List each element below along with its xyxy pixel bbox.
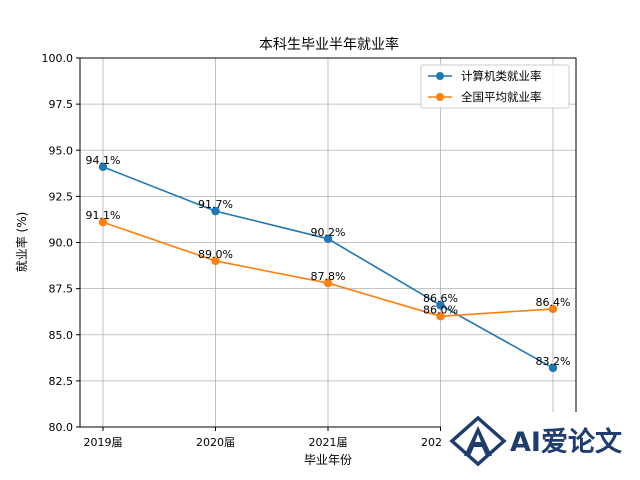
data-label: 83.2% xyxy=(536,355,571,368)
data-label: 90.2% xyxy=(311,226,346,239)
data-point xyxy=(548,304,558,314)
y-tick-label: 90.0 xyxy=(49,237,74,250)
data-label: 86.4% xyxy=(536,296,571,309)
data-point xyxy=(98,162,108,172)
data-label: 87.8% xyxy=(311,270,346,283)
watermark-text: AI爱论文 xyxy=(510,426,623,458)
data-point xyxy=(211,206,220,216)
data-label: 91.7% xyxy=(198,198,233,211)
data-label: 91.1% xyxy=(86,209,121,222)
x-axis-title: 毕业年份 xyxy=(304,453,352,467)
y-tick-label: 100.0 xyxy=(42,52,74,65)
x-tick-label: 2020届 xyxy=(196,436,235,449)
legend-label-computer: 计算机类就业率 xyxy=(461,69,542,83)
data-point xyxy=(436,301,445,310)
chart-title: 本科生毕业半年就业率 xyxy=(259,36,399,53)
y-tick-label: 82.5 xyxy=(49,375,74,388)
data-point xyxy=(211,256,220,266)
y-tick-label: 85.0 xyxy=(49,329,74,342)
legend-label-national: 全国平均就业率 xyxy=(461,90,542,104)
watermark-logo-icon xyxy=(449,415,507,467)
data-label: 86.0% xyxy=(423,303,458,316)
y-tick-label: 80.0 xyxy=(49,421,74,434)
x-tick-label: 2021届 xyxy=(309,436,348,449)
y-tick-label: 87.5 xyxy=(49,283,74,296)
legend-marker-national xyxy=(436,93,444,101)
legend-marker-computer xyxy=(436,72,444,80)
y-axis-title: 就业率 (%) xyxy=(14,212,29,273)
x-tick-label: 2019届 xyxy=(84,436,123,449)
legend: 计算机类就业率 全国平均就业率 xyxy=(420,64,570,109)
legend-box xyxy=(420,64,570,109)
y-tick-label: 95.0 xyxy=(49,144,74,157)
data-point xyxy=(98,218,108,227)
data-point xyxy=(323,278,333,288)
y-tick-label: 92.5 xyxy=(49,190,74,203)
data-labels: 94.1% 91.7% 90.2% 86.6% 83.2% 91.1% 89.0% 87.8%… xyxy=(86,154,571,368)
data-label: 89.0% xyxy=(198,248,233,261)
data-label: 94.1% xyxy=(86,154,121,167)
data-point xyxy=(323,234,333,244)
data-label: 86.6% xyxy=(423,292,458,305)
y-tick-label: 97.5 xyxy=(49,98,74,111)
data-point xyxy=(436,312,445,321)
series-layer xyxy=(98,162,558,373)
watermark: AI爱论文 xyxy=(441,412,640,480)
data-point xyxy=(548,363,558,373)
y-axis-ticks: 80.0 82.5 85.0 87.5 90.0 92.5 95.0 97.5 100.0 xyxy=(42,52,80,434)
